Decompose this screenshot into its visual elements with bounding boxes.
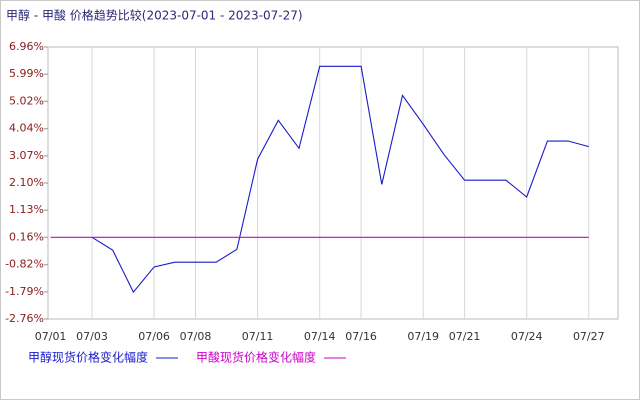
- y-tick-label: 2.10%: [9, 176, 44, 189]
- y-tick-label: 0.16%: [9, 230, 44, 243]
- x-tick-label: 07/03: [76, 330, 108, 343]
- x-tick-label: 07/19: [407, 330, 439, 343]
- y-tick-label: 3.07%: [9, 149, 44, 162]
- y-tick-label: -0.82%: [5, 258, 44, 271]
- x-tick-label: 07/08: [180, 330, 212, 343]
- x-tick-label: 07/21: [449, 330, 481, 343]
- chart-title: 甲醇 - 甲酸 价格趋势比较(2023-07-01 - 2023-07-27): [6, 8, 303, 23]
- y-tick-label: 5.99%: [9, 67, 44, 80]
- x-tick-label: 07/27: [573, 330, 605, 343]
- y-tick-label: 5.02%: [9, 94, 44, 107]
- x-tick-label: 07/06: [138, 330, 170, 343]
- y-tick-label: -2.76%: [5, 312, 44, 325]
- legend-label: 甲酸现货价格变化幅度: [196, 350, 316, 365]
- x-tick-label: 07/14: [304, 330, 336, 343]
- x-tick-label: 07/11: [242, 330, 274, 343]
- y-tick-label: -1.79%: [5, 285, 44, 298]
- x-tick-label: 07/24: [511, 330, 543, 343]
- legend-label: 甲醇现货价格变化幅度: [28, 350, 148, 365]
- series-line: [91, 65, 589, 294]
- x-tick-label: 07/16: [345, 330, 377, 343]
- y-tick-label: 4.04%: [9, 122, 44, 135]
- x-tick-label: 07/01: [35, 330, 67, 343]
- y-tick-label: 1.13%: [9, 203, 44, 216]
- y-tick-label: 6.96%: [9, 40, 44, 53]
